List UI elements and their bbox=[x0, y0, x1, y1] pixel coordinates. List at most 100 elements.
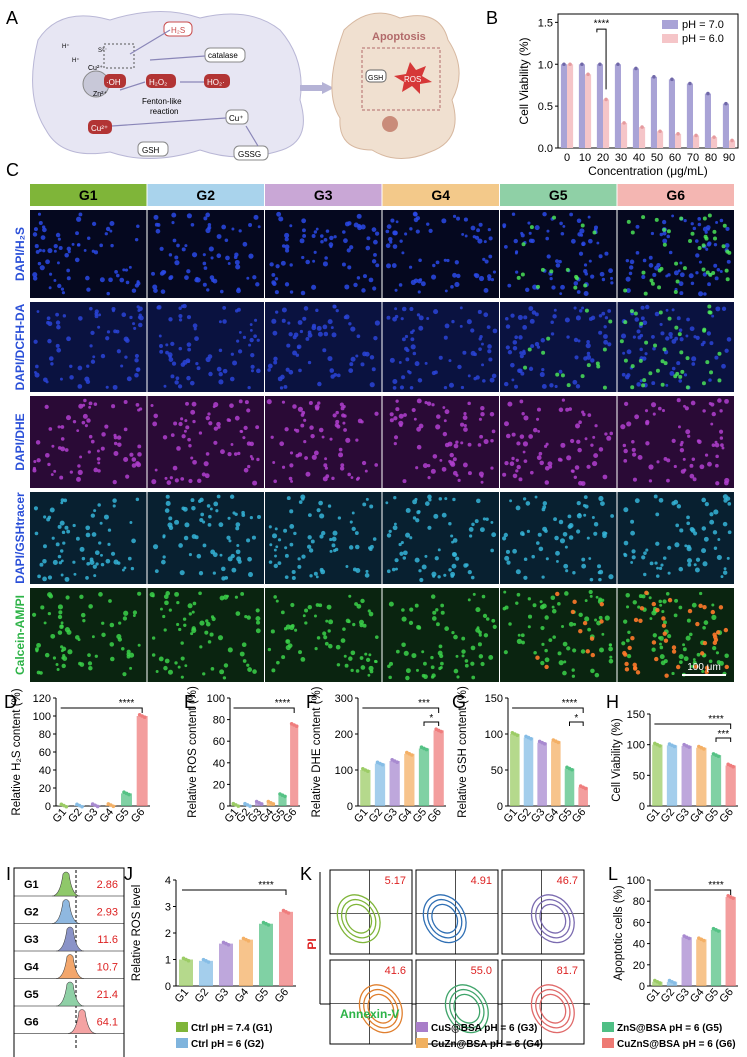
cell-dot bbox=[162, 555, 166, 559]
oh-badge bbox=[104, 74, 126, 88]
cell-dot bbox=[183, 623, 187, 627]
cell-dot bbox=[365, 569, 369, 573]
cell-dot bbox=[362, 623, 367, 628]
panel-letter-K: K bbox=[300, 864, 312, 884]
green-signal bbox=[657, 268, 662, 273]
cell-dot bbox=[219, 553, 223, 557]
cell-dot bbox=[466, 319, 472, 325]
cell-dot bbox=[295, 453, 300, 458]
cell-dot bbox=[403, 413, 407, 417]
cell-dot bbox=[597, 564, 602, 569]
y-tick-label: 100 bbox=[207, 693, 225, 705]
catalase-badge bbox=[204, 47, 246, 63]
green-signal bbox=[724, 268, 729, 273]
cell-dot bbox=[42, 559, 47, 564]
cell-dot bbox=[398, 413, 404, 419]
cell-dot bbox=[576, 290, 581, 294]
cell-dot bbox=[716, 554, 722, 560]
cell-dot bbox=[665, 383, 669, 387]
gssg-label: GSSG bbox=[238, 150, 261, 159]
cell-dot bbox=[515, 505, 521, 511]
histogram-peak bbox=[55, 926, 85, 952]
x-tick-label: G6 bbox=[570, 806, 589, 825]
legend-label: Ctrl pH = 7.4 (G1) bbox=[191, 1023, 272, 1034]
y-axis-title: Relative ROS content (%) bbox=[187, 686, 199, 818]
cell-dot bbox=[438, 644, 443, 649]
cell-dot bbox=[163, 384, 167, 388]
cell-dot bbox=[594, 618, 598, 622]
cell-dot bbox=[220, 449, 225, 455]
cell-dot bbox=[352, 622, 356, 627]
cell-dot bbox=[76, 429, 80, 433]
cell-dot bbox=[289, 263, 293, 267]
cell-dot bbox=[423, 661, 427, 666]
cell-dot bbox=[125, 280, 130, 285]
cell-dot bbox=[523, 315, 528, 320]
cell-dot bbox=[578, 420, 582, 425]
cell-dot bbox=[234, 512, 238, 517]
cell-dot bbox=[463, 424, 467, 428]
cell-dot bbox=[137, 591, 142, 596]
cell-dot bbox=[305, 259, 310, 265]
cell-dot bbox=[655, 541, 660, 546]
data-point bbox=[226, 943, 231, 947]
cell-dot bbox=[555, 550, 560, 556]
cell-dot bbox=[512, 345, 518, 351]
cell-dot bbox=[686, 521, 691, 526]
panel-letter-L: L bbox=[608, 864, 618, 884]
cell-dot bbox=[666, 234, 671, 239]
cell-dot bbox=[205, 212, 211, 218]
cell-dot bbox=[343, 414, 347, 418]
green-signal bbox=[630, 385, 635, 390]
significance-bracket bbox=[362, 707, 440, 713]
cell-dot bbox=[682, 647, 687, 652]
data-point bbox=[248, 804, 252, 808]
cell-dot bbox=[47, 338, 52, 344]
cell-dot bbox=[77, 464, 81, 468]
cell-dot bbox=[692, 660, 697, 665]
cell-dot bbox=[184, 244, 188, 248]
cell-dot bbox=[389, 357, 395, 363]
cell-dot bbox=[155, 669, 159, 673]
cell-dot bbox=[572, 379, 578, 385]
cell-dot bbox=[249, 455, 253, 458]
cell-dot bbox=[444, 289, 448, 293]
cell-dot bbox=[527, 625, 531, 629]
cell-dot bbox=[620, 424, 626, 430]
cu2-label: Cu²⁺ bbox=[88, 65, 103, 72]
legend-label: CuS@BSA pH = 6 (G3) bbox=[431, 1023, 537, 1034]
cell-dot bbox=[328, 643, 333, 649]
cell-dot bbox=[327, 504, 332, 508]
cell-dot bbox=[368, 653, 372, 657]
cell-dot bbox=[168, 608, 172, 612]
cell-dot bbox=[637, 454, 643, 460]
cell-dot bbox=[37, 261, 42, 266]
k-y-label: PI bbox=[305, 938, 319, 949]
green-signal bbox=[643, 291, 648, 296]
cell-dot bbox=[342, 421, 346, 425]
cell-dot bbox=[249, 328, 253, 332]
cell-dot bbox=[414, 557, 420, 563]
cell-dot bbox=[122, 672, 127, 677]
cell-dot bbox=[187, 437, 191, 442]
cell-dot bbox=[343, 315, 348, 320]
cell-dot bbox=[365, 245, 371, 251]
cell-dot bbox=[542, 505, 547, 510]
cell-dot bbox=[594, 672, 600, 678]
cell-dot bbox=[715, 651, 720, 655]
cell-dot bbox=[676, 361, 681, 366]
cell-dot bbox=[136, 224, 140, 229]
bar bbox=[711, 137, 718, 148]
cell-dot bbox=[467, 471, 472, 476]
pi-dead-cell bbox=[702, 640, 708, 646]
cell-dot bbox=[393, 416, 398, 421]
cell-dot bbox=[575, 423, 581, 429]
cell-dot bbox=[138, 407, 143, 411]
cell-dot bbox=[479, 434, 484, 439]
cell-dot bbox=[527, 614, 533, 619]
cell-dot bbox=[45, 259, 50, 265]
hplus-label-2: H⁺ bbox=[72, 57, 80, 64]
cell-dot bbox=[562, 641, 568, 647]
cell-dot bbox=[598, 314, 603, 318]
